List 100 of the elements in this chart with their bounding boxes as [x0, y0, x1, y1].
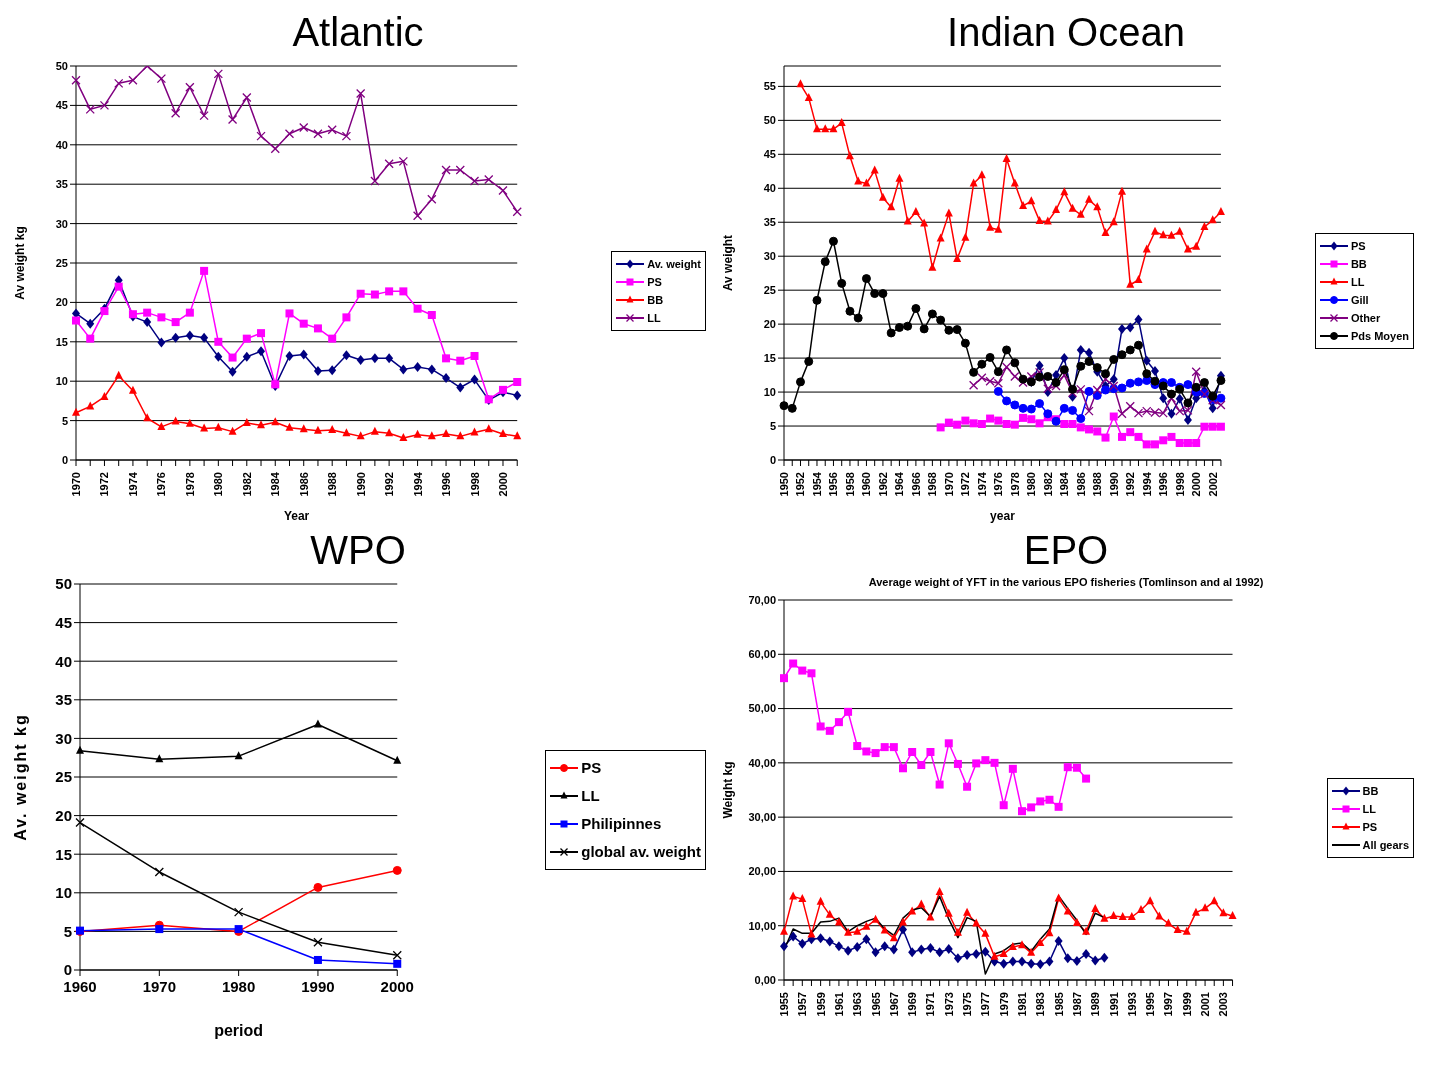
point	[1109, 354, 1119, 364]
y-tick-label: 30,00	[748, 811, 776, 824]
point	[1084, 406, 1094, 416]
point	[780, 674, 788, 683]
chart-subtitle: Average weight of YFT in the various EPO fisheries (Tomlinson and al 1992)	[867, 575, 1265, 590]
point	[1150, 226, 1159, 235]
legend-label: global av. weight	[581, 842, 701, 862]
point	[1183, 398, 1193, 408]
point	[1026, 404, 1036, 414]
y-tick-label: 35	[55, 691, 72, 709]
point	[413, 362, 422, 373]
point	[1109, 374, 1118, 385]
legend-label: Philipinnes	[581, 814, 662, 834]
legend-label: LL	[581, 786, 600, 806]
point	[1192, 241, 1201, 250]
point	[470, 427, 479, 436]
point	[456, 356, 465, 365]
point	[829, 124, 838, 133]
y-tick-label: 40	[55, 138, 68, 151]
point	[917, 899, 926, 908]
point	[1166, 389, 1176, 399]
point	[228, 426, 237, 435]
point	[427, 194, 437, 204]
point	[1228, 910, 1237, 919]
point	[1035, 360, 1044, 371]
point	[871, 947, 880, 958]
point	[878, 289, 888, 299]
point	[1183, 405, 1193, 416]
point	[1100, 952, 1109, 963]
point	[1084, 357, 1094, 366]
point	[1063, 953, 1072, 964]
point	[1167, 408, 1176, 419]
x-tick-label: 1988	[1091, 472, 1104, 497]
x-tick-label: 1969	[906, 992, 919, 1017]
point	[990, 951, 999, 960]
y-tick-label: 45	[55, 99, 68, 112]
point	[171, 332, 180, 343]
point	[1052, 205, 1061, 214]
point	[834, 941, 843, 952]
point	[926, 912, 935, 921]
point	[1019, 413, 1028, 422]
x-tick-label: 1981	[1016, 992, 1028, 1017]
point	[944, 739, 953, 748]
point	[895, 173, 904, 182]
point	[789, 659, 798, 668]
point	[370, 353, 379, 364]
point	[1076, 423, 1085, 432]
point	[812, 295, 822, 305]
point	[1100, 913, 1109, 922]
point	[871, 914, 880, 923]
point	[985, 352, 995, 362]
point	[1182, 926, 1191, 935]
point	[1093, 427, 1102, 436]
point	[114, 370, 123, 379]
x-tick-label: 1974	[126, 471, 139, 497]
point	[470, 374, 479, 385]
point	[1125, 401, 1135, 411]
point	[903, 321, 913, 331]
x-tick-label: 1956	[827, 472, 840, 497]
point	[356, 354, 365, 365]
point	[299, 122, 309, 133]
point	[1018, 807, 1026, 816]
point	[936, 315, 946, 325]
y-tick-label: 5	[61, 414, 68, 427]
point	[780, 941, 788, 952]
x-tick-label: 1963	[851, 992, 864, 1017]
point	[1085, 425, 1094, 434]
point	[820, 257, 830, 267]
point	[1092, 363, 1102, 373]
chart-title: EPO	[1022, 527, 1110, 574]
point	[242, 351, 251, 362]
point	[285, 309, 294, 318]
x-tick-label: 1988	[326, 472, 339, 497]
point	[1164, 918, 1173, 927]
point	[935, 947, 944, 958]
point	[1045, 795, 1054, 804]
point	[328, 425, 337, 434]
point	[1125, 345, 1135, 355]
point	[986, 414, 995, 423]
point	[1027, 415, 1036, 424]
point	[1076, 344, 1085, 355]
point	[911, 207, 920, 216]
x-tick-label: 1964	[893, 471, 906, 497]
point	[1216, 422, 1225, 431]
point	[1118, 323, 1126, 334]
point	[214, 337, 223, 346]
point	[1101, 369, 1111, 379]
point	[1117, 350, 1127, 360]
point	[837, 278, 847, 288]
y-tick-label: 50	[55, 59, 68, 72]
point	[1008, 764, 1017, 773]
point	[804, 92, 813, 101]
point	[1076, 209, 1085, 218]
point	[470, 351, 479, 360]
point	[1063, 763, 1072, 772]
point	[1127, 912, 1136, 921]
point	[861, 274, 871, 284]
point	[342, 428, 351, 437]
point	[1142, 369, 1152, 379]
point	[889, 933, 898, 942]
